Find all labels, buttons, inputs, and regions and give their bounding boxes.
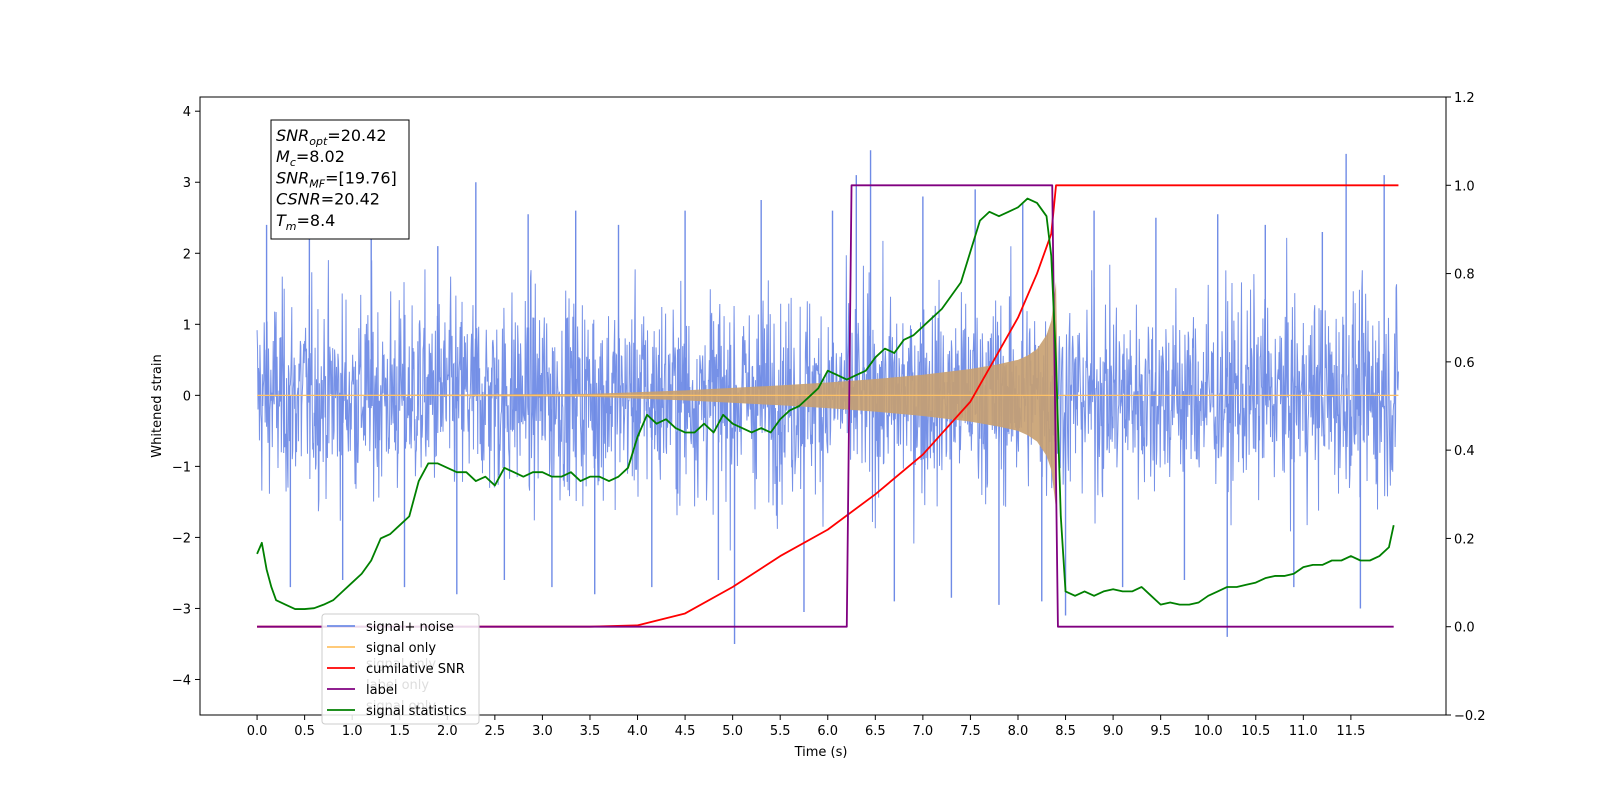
annotation-line: Mc=8.02 (276, 147, 345, 169)
y-right-tick-label: 1.2 (1454, 91, 1475, 106)
y-left-tick-label: −1 (172, 460, 191, 475)
annotation-line: SNRopt=20.42 (276, 126, 387, 148)
y-left-tick-label: 3 (183, 176, 191, 191)
x-tick-label: 2.0 (437, 724, 458, 739)
annotation-frame (270, 119, 410, 240)
y-left-tick-label: −3 (172, 602, 191, 617)
x-tick-label: 4.0 (627, 724, 648, 739)
legend-entry-label: signal only (366, 641, 436, 656)
x-tick-label: 9.5 (1150, 724, 1171, 739)
annotation-line: SNRMF=[19.76] (276, 168, 397, 190)
legend-hidden-label: signal only (366, 699, 436, 714)
y-left-tick-label: 4 (183, 105, 191, 120)
signal-noise-trace (256, 237, 1399, 551)
x-axis: 0.0 0.5 1.0 1.5 2.0 2.5 3.0 3.5 4.0 4.5 5.0 5.5 6.0 6… (247, 715, 1365, 739)
legend-hidden-label: signal only (366, 657, 436, 672)
x-tick-label: 8.0 (1008, 724, 1029, 739)
x-tick-label: 5.5 (770, 724, 791, 739)
x-tick-label: 4.5 (675, 724, 696, 739)
legend-entry-label: signal+ noise (366, 620, 454, 635)
y-right-tick-label: −0.2 (1454, 709, 1486, 724)
y-right-tick-label: 0.4 (1454, 444, 1475, 459)
y-left-tick-label: −4 (172, 673, 191, 688)
x-tick-label: 7.5 (960, 724, 981, 739)
y-axis-label: Whitened strain (150, 354, 165, 457)
x-tick-label: 7.0 (913, 724, 934, 739)
overlay-lines-layer (256, 184, 1399, 628)
y-left-tick-label: 1 (183, 318, 191, 333)
legend-frame (321, 613, 480, 725)
x-tick-label: 3.0 (532, 724, 553, 739)
x-tick-label: 9.0 (1103, 724, 1124, 739)
annotation-line: CSNR=20.42 (276, 190, 380, 209)
x-tick-label: 1.0 (342, 724, 363, 739)
x-tick-label: 2.5 (485, 724, 506, 739)
signal-only-layer (257, 281, 1399, 509)
y-right-tick-label: 1.0 (1454, 179, 1475, 194)
legend-entry-label: signal statistics (366, 704, 467, 719)
legend-entry-label: label (366, 683, 397, 698)
y-right-tick-label: 0.6 (1454, 356, 1475, 371)
plot-area (256, 150, 1399, 644)
x-tick-label: 11.5 (1336, 724, 1365, 739)
y-left-tick-label: 2 (183, 247, 191, 262)
x-tick-label: 0.0 (247, 724, 268, 739)
signal-statistics-line (256, 197, 1395, 610)
y-axis-right: −0.2 0.0 0.2 0.4 0.6 0.8 1.0 1.2 (1446, 91, 1486, 724)
x-tick-label: 5.0 (722, 724, 743, 739)
x-axis-label: Time (s) (794, 745, 848, 760)
y-right-tick-label: 0.8 (1454, 268, 1475, 283)
y-right-tick-label: 0.2 (1454, 532, 1475, 547)
cumilative-snr-line (257, 184, 1399, 628)
annotation-line: Tm=8.4 (276, 211, 335, 233)
y-left-tick-label: −2 (172, 531, 191, 546)
x-tick-label: 10.0 (1194, 724, 1223, 739)
signal-noise-layer (256, 150, 1399, 644)
y-left-tick-label: 0 (183, 389, 191, 404)
x-tick-label: 8.5 (1055, 724, 1076, 739)
legend: signal only label only signal only signal+ … (321, 613, 480, 725)
label-line (257, 184, 1394, 628)
stats-annotation-box: SNRopt=20.42Mc=8.02SNRMF=[19.76]CSNR=20.… (270, 119, 410, 240)
x-tick-label: 10.5 (1241, 724, 1270, 739)
x-tick-label: 1.5 (389, 724, 410, 739)
y-axis-left: −4 −3 −2 −1 0 1 2 3 4 (172, 105, 200, 688)
legend-hidden-label: label only (366, 678, 429, 693)
x-tick-label: 6.0 (817, 724, 838, 739)
plot-frame (199, 96, 1447, 716)
y-right-tick-label: 0.0 (1454, 621, 1475, 636)
x-tick-label: 11.0 (1289, 724, 1318, 739)
legend-entry-label: cumilative SNR (366, 662, 465, 677)
x-tick-label: 3.5 (580, 724, 601, 739)
x-tick-label: 0.5 (294, 724, 315, 739)
x-tick-label: 6.5 (865, 724, 886, 739)
